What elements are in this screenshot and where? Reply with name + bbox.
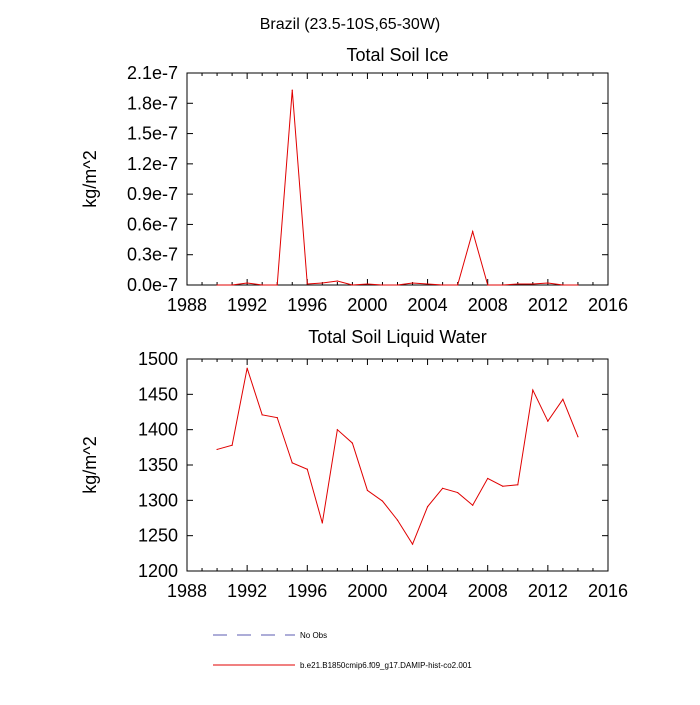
plot-frame [186,358,609,572]
y-axis-label: kg/m^2 [80,150,100,207]
y-tick-label: 1350 [138,455,178,475]
data-point [261,284,263,286]
y-tick-label: 0.9e-7 [127,184,178,204]
plot-frame [186,72,609,286]
legend-label-no-obs: No Obs [300,631,327,640]
series-line [217,90,578,286]
chart-title: Total Soil Liquid Water [308,327,486,347]
data-point [472,230,474,233]
series-line [216,368,579,546]
data-point [517,484,519,486]
x-tick-label: 1988 [167,581,207,601]
data-point [306,283,308,285]
data-point [381,500,384,502]
y-tick-label: 1.8e-7 [127,93,178,113]
data-point [547,282,549,284]
data-point [426,283,429,285]
data-point [291,89,293,91]
data-point [487,477,489,480]
x-tick-label: 1996 [287,581,327,601]
x-tick-label: 1996 [287,295,327,315]
data-point [487,284,489,286]
data-point [276,284,278,286]
x-tick-label: 2000 [347,295,387,315]
data-point [336,429,338,431]
x-tick-label: 2012 [528,295,568,315]
data-point [351,284,353,286]
data-point [276,417,278,419]
x-tick-label: 1988 [167,295,207,315]
data-point [517,283,519,285]
y-tick-label: 1400 [138,420,178,440]
x-tick-label: 2016 [588,581,628,601]
data-point [216,448,218,451]
data-point [442,284,444,286]
y-tick-label: 1200 [138,561,178,581]
data-point [351,442,353,444]
data-point [502,485,504,487]
data-point [577,284,579,286]
data-point [291,462,293,464]
legend-entry-no-obs: No Obs [213,631,327,640]
data-point [231,284,233,286]
data-point [336,280,338,282]
data-point [246,367,248,369]
y-tick-label: 0.0e-7 [127,275,178,295]
data-point [562,284,564,286]
data-point [216,284,218,286]
data-point [306,468,308,470]
y-tick-label: 0.6e-7 [127,214,178,234]
legend: No Obs b.e21.B1850cmip6.f09_g17.DAMIP-hi… [213,631,472,670]
data-point [246,282,248,284]
data-point [547,420,549,422]
data-point [411,282,414,284]
y-axis-label: kg/m^2 [80,436,100,493]
y-tick-label: 1250 [138,526,178,546]
data-point [411,543,414,545]
data-point [261,414,263,416]
chart-total-soil-liquid-water: Total Soil Liquid Water 1988 1992 1996 2000 2… [80,327,628,601]
data-point [502,284,504,286]
data-point [457,491,459,494]
y-tick-label: 2.1e-7 [127,63,178,83]
x-tick-label: 2012 [528,581,568,601]
data-point [321,282,323,284]
y-tick-label: 1500 [138,349,178,369]
y-tick-label: 1.5e-7 [127,124,178,144]
data-point [457,284,459,286]
y-tick-label: 1450 [138,384,178,404]
y-tick-label: 1.2e-7 [127,154,178,174]
y-tick-label: 1300 [138,490,178,510]
data-point [366,283,369,285]
data-point [366,489,369,492]
x-tick-label: 1992 [227,581,267,601]
data-point [577,436,579,438]
data-point [396,519,399,521]
x-tick-label: 2004 [408,295,448,315]
legend-entry-model-run: b.e21.B1850cmip6.f09_g17.DAMIP-hist-co2.… [213,661,472,670]
chart-title: Total Soil Ice [346,45,448,65]
data-point [396,284,399,286]
data-point [442,487,444,489]
data-point [532,283,534,285]
x-tick-label: 2008 [468,295,508,315]
chart-total-soil-ice: Total Soil Ice 1988 1992 1996 2000 2004 2008 20… [80,45,628,315]
y-tick-label: 0.3e-7 [127,245,178,265]
data-point [472,504,474,506]
x-tick-label: 2008 [468,581,508,601]
data-point [321,522,323,524]
x-tick-label: 2004 [408,581,448,601]
data-point [532,389,534,391]
data-point [562,398,564,400]
x-tick-label: 2016 [588,295,628,315]
x-tick-label: 1992 [227,295,267,315]
data-point [381,284,384,286]
x-tick-label: 2000 [347,581,387,601]
data-point [231,444,233,446]
data-point [426,506,429,508]
legend-label-model-run: b.e21.B1850cmip6.f09_g17.DAMIP-hist-co2.… [300,661,472,670]
figure-title: Brazil (23.5-10S,65-30W) [260,16,441,33]
